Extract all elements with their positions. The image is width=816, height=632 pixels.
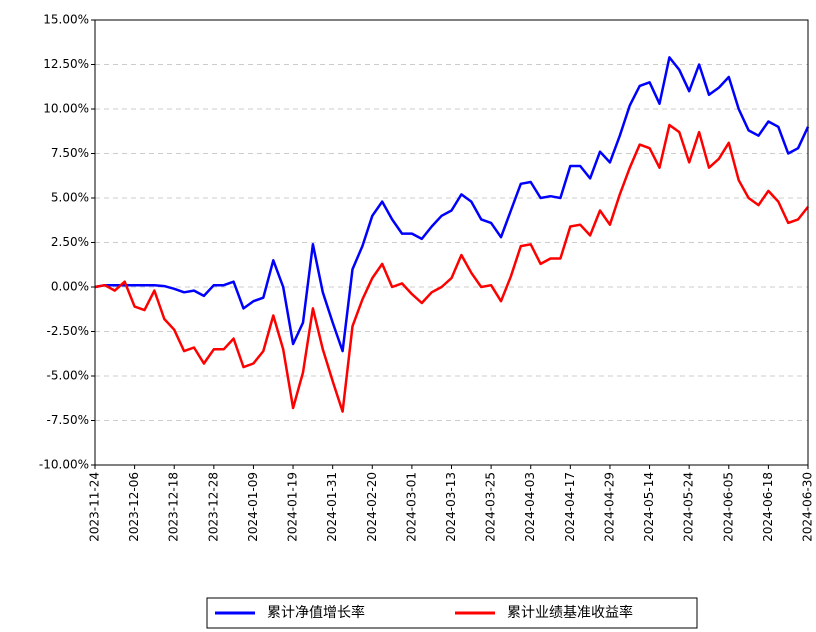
y-tick-label: 5.00% <box>51 191 89 205</box>
y-tick-label: -5.00% <box>47 369 89 383</box>
x-tick-label: 2024-06-05 <box>721 472 735 542</box>
y-tick-label: 10.00% <box>43 102 89 116</box>
x-tick-label: 2024-03-13 <box>444 472 458 542</box>
x-tick-label: 2024-02-20 <box>365 472 379 542</box>
legend-label: 累计业绩基准收益率 <box>507 604 633 621</box>
x-tick-label: 2023-12-28 <box>206 472 220 542</box>
y-tick-label: -2.50% <box>47 324 89 338</box>
x-tick-label: 2024-06-18 <box>761 472 775 542</box>
x-tick-label: 2023-11-24 <box>88 472 102 542</box>
x-tick-label: 2024-03-25 <box>484 472 498 542</box>
x-tick-label: 2024-01-09 <box>246 472 260 542</box>
y-tick-label: 12.50% <box>43 57 89 71</box>
y-tick-label: 2.50% <box>51 235 89 249</box>
x-tick-label: 2023-12-18 <box>167 472 181 542</box>
x-tick-label: 2024-05-14 <box>642 472 656 542</box>
x-tick-label: 2024-03-01 <box>404 472 418 542</box>
x-tick-label: 2024-01-31 <box>325 472 339 542</box>
y-tick-label: -7.50% <box>47 413 89 427</box>
x-tick-label: 2023-12-06 <box>127 472 141 542</box>
x-tick-label: 2024-06-30 <box>801 472 815 542</box>
legend-label: 累计净值增长率 <box>267 604 365 621</box>
x-tick-label: 2024-01-19 <box>286 472 300 542</box>
y-tick-label: 15.00% <box>43 13 89 27</box>
series-line <box>94 123 809 413</box>
plot-frame <box>94 19 809 466</box>
series-line <box>94 56 810 353</box>
legend-box <box>206 597 698 629</box>
x-tick-label: 2024-04-03 <box>523 472 537 542</box>
y-tick-label: -10.00% <box>39 458 89 472</box>
x-tick-label: 2024-04-29 <box>602 472 616 542</box>
x-tick-label: 2024-04-17 <box>563 472 577 542</box>
y-tick-label: 0.00% <box>51 280 89 294</box>
x-tick-label: 2024-05-24 <box>682 472 696 542</box>
y-tick-label: 7.50% <box>51 146 89 160</box>
